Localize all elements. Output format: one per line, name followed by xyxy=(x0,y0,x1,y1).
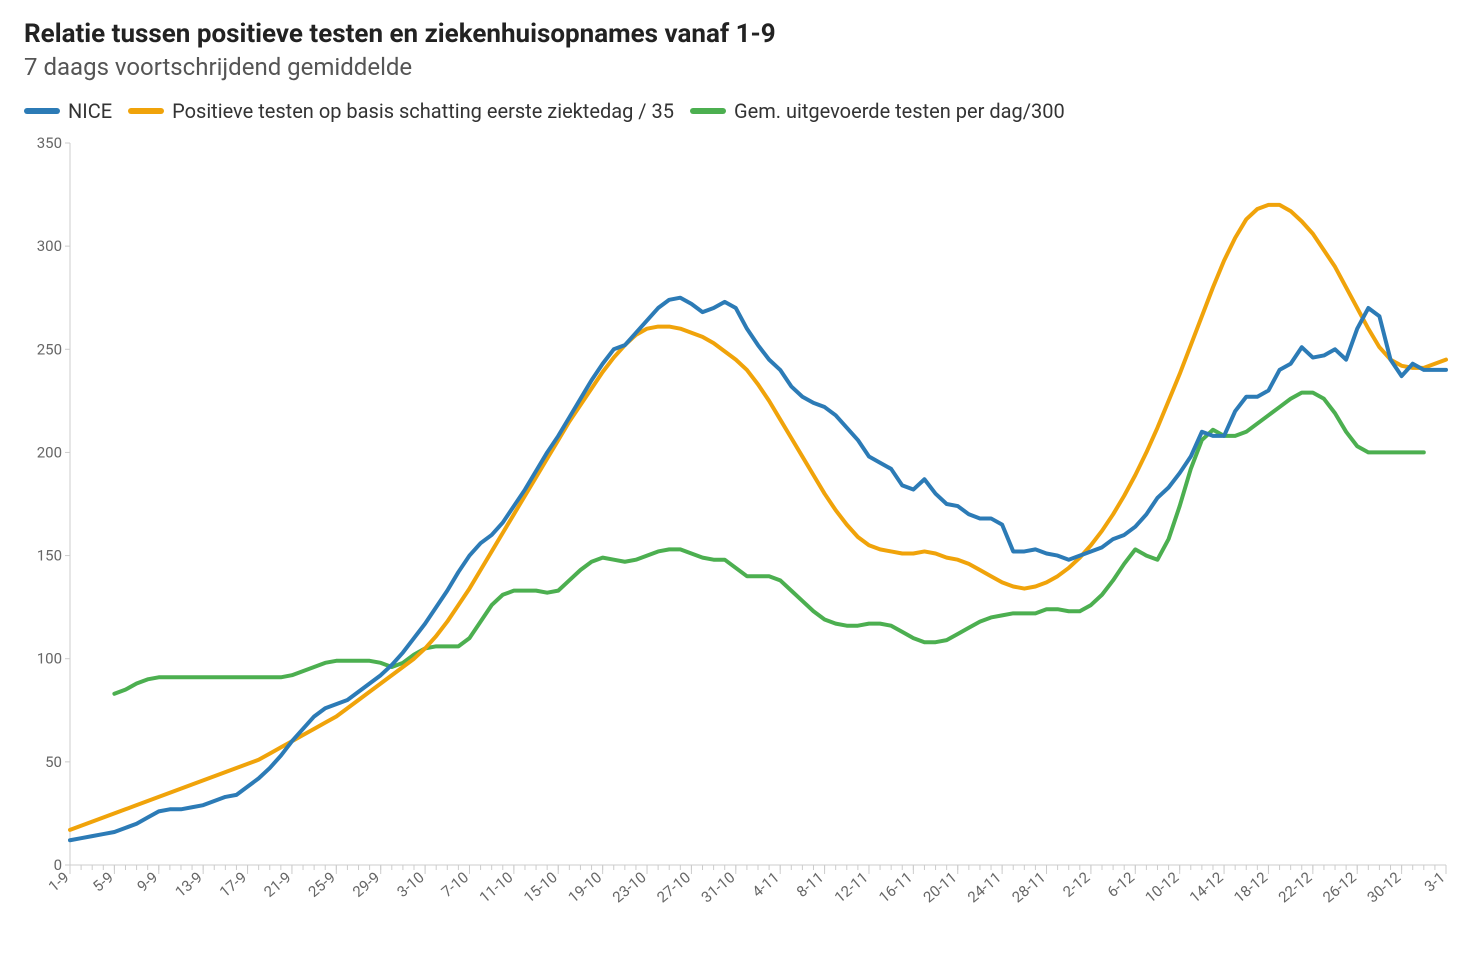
svg-text:26-12: 26-12 xyxy=(1319,868,1360,906)
svg-text:3-1: 3-1 xyxy=(1421,868,1449,895)
svg-text:1-9: 1-9 xyxy=(45,868,73,895)
legend-swatch xyxy=(128,108,164,114)
svg-text:100: 100 xyxy=(37,649,62,667)
svg-text:300: 300 xyxy=(37,237,62,255)
svg-text:16-11: 16-11 xyxy=(875,868,916,906)
chart-title: Relatie tussen positieve testen en zieke… xyxy=(24,18,1456,51)
svg-text:23-10: 23-10 xyxy=(609,868,650,906)
svg-text:22-12: 22-12 xyxy=(1275,868,1316,906)
chart-container: Relatie tussen positieve testen en zieke… xyxy=(0,0,1480,959)
svg-text:30-12: 30-12 xyxy=(1364,868,1405,906)
svg-text:200: 200 xyxy=(37,443,62,461)
svg-text:24-11: 24-11 xyxy=(964,868,1005,906)
svg-text:18-12: 18-12 xyxy=(1230,868,1271,906)
svg-text:25-9: 25-9 xyxy=(305,868,339,901)
legend-item: Gem. uitgevoerde testen per dag/300 xyxy=(690,99,1065,123)
svg-text:6-12: 6-12 xyxy=(1104,868,1138,901)
legend-swatch xyxy=(690,108,726,114)
legend-label: Positieve testen op basis schatting eers… xyxy=(172,99,674,123)
svg-text:10-12: 10-12 xyxy=(1142,868,1183,906)
svg-text:20-11: 20-11 xyxy=(920,868,961,906)
svg-text:5-9: 5-9 xyxy=(89,868,117,895)
svg-text:150: 150 xyxy=(37,546,62,564)
svg-text:27-10: 27-10 xyxy=(653,868,694,906)
legend-label: NICE xyxy=(68,99,112,123)
chart-plot: 0501001502002503003501-95-99-913-917-921… xyxy=(24,131,1456,931)
svg-text:9-9: 9-9 xyxy=(134,868,162,895)
legend-swatch xyxy=(24,108,60,114)
svg-text:50: 50 xyxy=(45,752,62,770)
svg-text:3-10: 3-10 xyxy=(394,868,428,901)
svg-text:31-10: 31-10 xyxy=(698,868,739,906)
svg-text:15-10: 15-10 xyxy=(520,868,561,906)
svg-text:11-10: 11-10 xyxy=(476,868,517,906)
svg-text:19-10: 19-10 xyxy=(565,868,606,906)
svg-text:4-11: 4-11 xyxy=(749,868,783,901)
svg-text:8-11: 8-11 xyxy=(793,868,827,901)
svg-text:28-11: 28-11 xyxy=(1009,868,1050,906)
svg-text:29-9: 29-9 xyxy=(349,868,383,901)
svg-text:12-11: 12-11 xyxy=(831,868,872,906)
svg-text:350: 350 xyxy=(37,134,62,152)
svg-text:14-12: 14-12 xyxy=(1186,868,1227,906)
chart-legend: NICE Positieve testen op basis schatting … xyxy=(24,99,1456,123)
svg-text:250: 250 xyxy=(37,340,62,358)
legend-item: NICE xyxy=(24,99,112,123)
svg-text:21-9: 21-9 xyxy=(260,868,294,901)
svg-text:7-10: 7-10 xyxy=(438,868,472,901)
legend-label: Gem. uitgevoerde testen per dag/300 xyxy=(734,99,1065,123)
chart-subtitle: 7 daags voortschrijdend gemiddelde xyxy=(24,53,1456,81)
svg-text:2-12: 2-12 xyxy=(1059,868,1093,901)
svg-text:13-9: 13-9 xyxy=(172,868,206,901)
svg-text:17-9: 17-9 xyxy=(216,868,250,901)
legend-item: Positieve testen op basis schatting eers… xyxy=(128,99,674,123)
plot-container: 0501001502002503003501-95-99-913-917-921… xyxy=(24,131,1456,931)
